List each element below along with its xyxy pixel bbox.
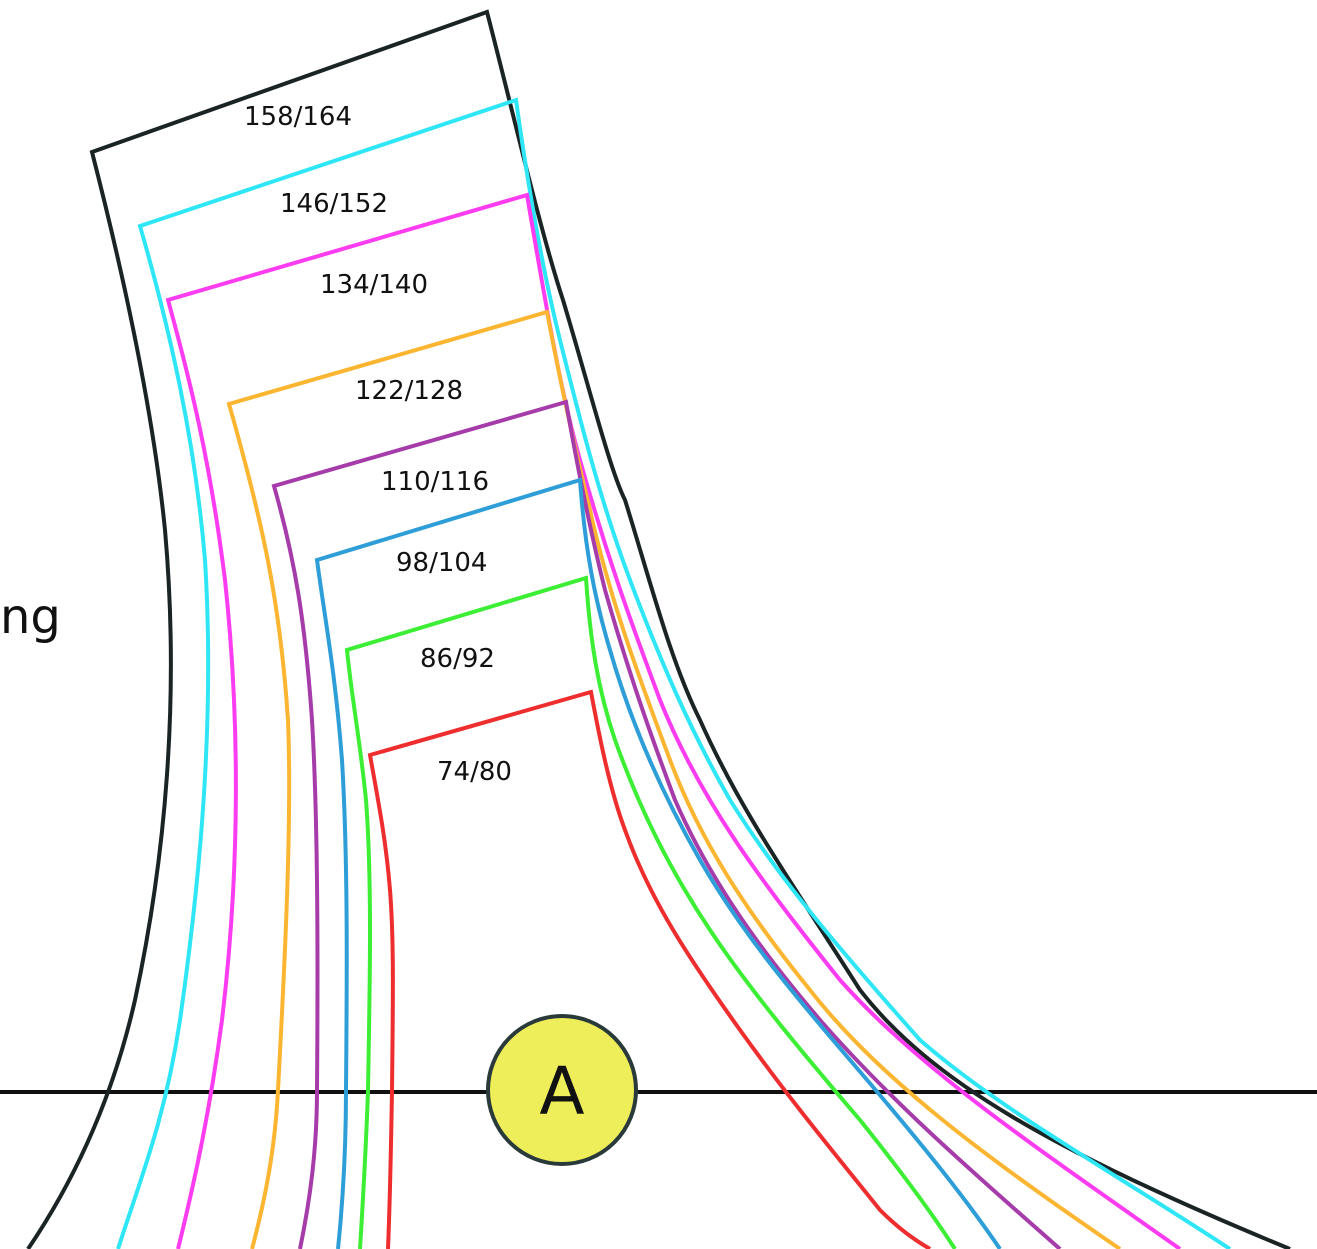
size-label-74-80: 74/80 bbox=[437, 757, 512, 787]
size-label-98-104: 98/104 bbox=[396, 548, 487, 578]
outline-158-164 bbox=[26, 9, 1291, 1249]
outline-98-104 bbox=[314, 477, 1002, 1249]
outline-146-152 bbox=[116, 97, 1232, 1249]
marker-label: A bbox=[539, 1053, 584, 1130]
marker-a: A bbox=[486, 1014, 638, 1166]
size-label-110-116: 110/116 bbox=[381, 467, 489, 497]
marker-circle bbox=[486, 1014, 638, 1166]
size-label-158-164: 158/164 bbox=[244, 102, 352, 132]
size-label-134-140: 134/140 bbox=[320, 270, 428, 300]
outline-74-80 bbox=[367, 689, 932, 1249]
size-label-122-128: 122/128 bbox=[355, 376, 463, 406]
size-label-146-152: 146/152 bbox=[280, 189, 388, 219]
size-label-86-92: 86/92 bbox=[420, 644, 495, 674]
outline-86-92 bbox=[344, 575, 957, 1249]
side-text: ng bbox=[0, 589, 61, 645]
outline-110-116 bbox=[271, 399, 1062, 1249]
